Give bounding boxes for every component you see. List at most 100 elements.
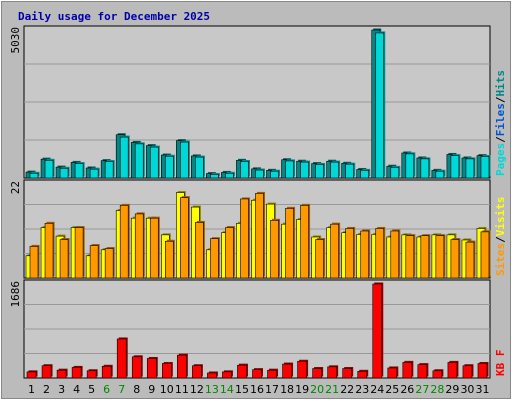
bar-files (74, 163, 84, 179)
bar-sites (360, 230, 370, 279)
bar-kb-f (146, 358, 157, 379)
bar-files (465, 158, 475, 179)
bar-kb-f (177, 354, 187, 379)
x-tick-label: 18 (280, 383, 294, 396)
bar-sites (405, 235, 415, 279)
bar-kb-f (312, 368, 322, 379)
bar-sites (44, 223, 54, 279)
bar-kb-f (417, 364, 428, 379)
legend-entry: Sites (494, 243, 507, 276)
x-tick-label: 1 (28, 383, 35, 396)
bar-kb-f (327, 366, 337, 379)
x-tick-label: 23 (355, 383, 369, 396)
bar-kb-f (116, 338, 127, 379)
panel-1-legend: Sites/Visits (494, 197, 507, 277)
x-tick-label: 15 (235, 383, 249, 396)
bar-kb-f (192, 365, 202, 379)
bar-sites (59, 239, 69, 279)
bar-sites (420, 235, 430, 279)
x-tick-label: 8 (133, 383, 140, 396)
bar-kb-f (252, 369, 262, 379)
legend-entry: / (494, 136, 507, 143)
bar-sites (104, 248, 114, 279)
x-tick-label: 2 (43, 383, 50, 396)
bar-kb-f (26, 371, 37, 379)
bar-files (285, 160, 294, 179)
bar-kb-f (477, 363, 488, 379)
bar-kb-f (342, 368, 352, 379)
bar-files (390, 167, 400, 179)
x-tick-label: 28 (430, 383, 444, 396)
bar-sites (330, 223, 339, 279)
bar-kb-f (56, 369, 67, 379)
bar-sites (255, 193, 264, 279)
bar-kb-f (282, 363, 292, 379)
x-tick-label: 6 (103, 383, 110, 396)
panel-0-legend: Pages/Files/Hits (494, 70, 507, 176)
bar-sites (300, 205, 309, 279)
bar-sites (119, 205, 129, 279)
bar-files (345, 163, 354, 179)
bar-kb-f (131, 356, 142, 379)
bar-sites (390, 230, 400, 279)
x-tick-label: 11 (175, 383, 189, 396)
legend-entry: / (494, 96, 507, 103)
legend-entry: KB F (494, 350, 507, 377)
bar-files (300, 161, 309, 179)
bar-sites (270, 220, 279, 279)
bar-files (330, 161, 339, 179)
panel-0-ytick-label: 5030 (9, 27, 22, 54)
bar-kb-f (162, 363, 172, 379)
bar-kb-f (462, 365, 473, 379)
bar-kb-f (357, 371, 368, 379)
x-tick-label: 30 (460, 383, 474, 396)
bar-files (255, 169, 264, 179)
bar-kb-f (297, 360, 307, 379)
x-tick-label: 21 (325, 383, 339, 396)
x-tick-label: 19 (295, 383, 309, 396)
bar-sites (450, 239, 460, 279)
bar-files (315, 164, 324, 179)
bar-files (195, 156, 204, 179)
bar-files (240, 161, 249, 179)
bar-kb-f (237, 364, 247, 379)
bar-kb-f (447, 362, 458, 379)
bar-files (270, 170, 279, 179)
x-tick-label: 16 (250, 383, 264, 396)
x-tick-label: 25 (385, 383, 399, 396)
bar-sites (29, 246, 39, 279)
bar-sites (180, 197, 189, 279)
bar-files (180, 141, 189, 179)
x-tick-label: 26 (400, 383, 414, 396)
panel-1-ytick-label: 22 (9, 181, 22, 194)
x-tick-label: 24 (370, 383, 384, 396)
bar-files (44, 160, 54, 179)
x-tick-label: 5 (88, 383, 95, 396)
x-tick-label: 7 (118, 383, 125, 396)
bar-files (29, 172, 39, 179)
x-tick-label: 31 (475, 383, 489, 396)
x-tick-label: 20 (310, 383, 324, 396)
bar-kb-f (267, 369, 277, 379)
panel-2-legend: KB F (494, 350, 507, 377)
bar-kb-f (101, 365, 112, 379)
bar-files (435, 170, 445, 179)
x-tick-label: 12 (190, 383, 204, 396)
legend-entry: Pages (494, 143, 507, 176)
bar-files (59, 167, 69, 179)
panel-2-ytick-label: 1686 (9, 281, 22, 308)
bar-sites (240, 198, 249, 279)
bar-files (420, 158, 430, 179)
bar-sites (134, 213, 144, 279)
legend-entry: / (494, 236, 507, 243)
bar-kb-f (387, 367, 398, 379)
bar-files (89, 168, 99, 179)
bar-kb-f (372, 283, 383, 379)
bar-files (134, 143, 144, 179)
bar-sites (345, 228, 354, 279)
x-tick-label: 17 (265, 383, 279, 396)
bar-sites (465, 241, 475, 279)
